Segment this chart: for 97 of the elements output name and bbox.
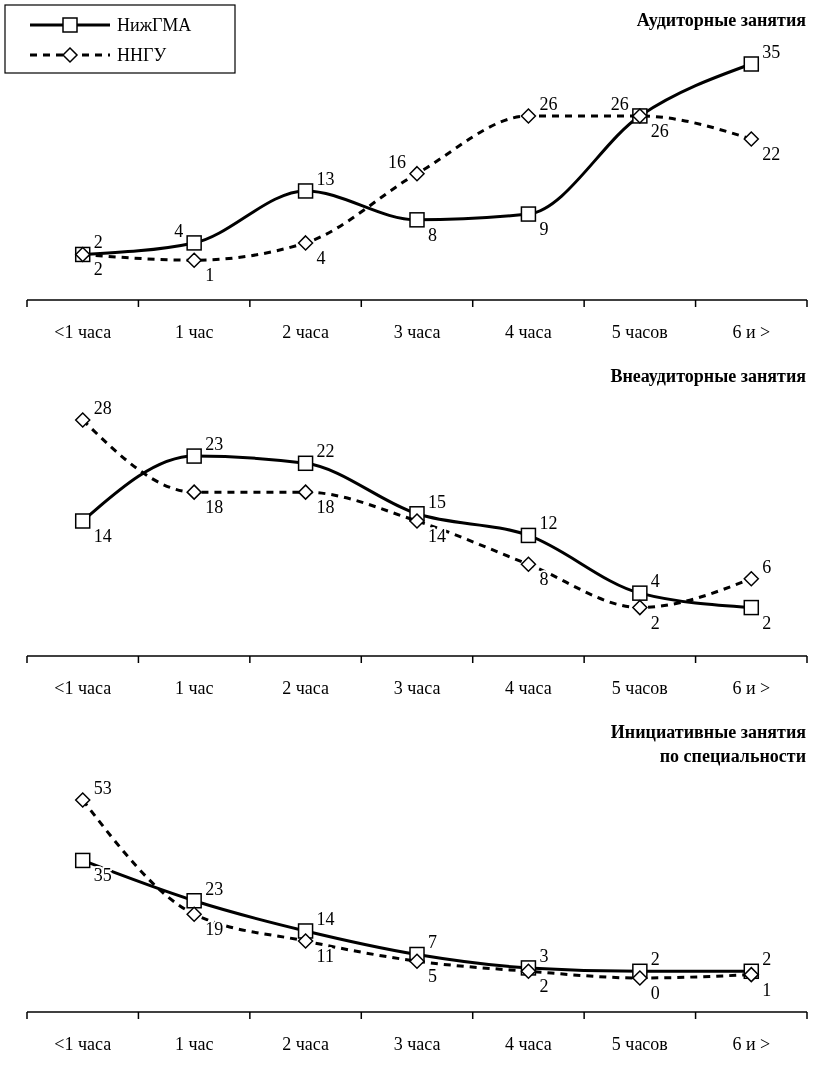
- point: [409, 165, 425, 182]
- point: [186, 906, 202, 922]
- point: [186, 893, 202, 909]
- data-label: 26: [650, 120, 669, 141]
- point: [74, 792, 91, 808]
- data-label: 4: [174, 220, 184, 241]
- x-tick-label: 3 часа: [393, 1034, 441, 1054]
- x-tick-label: 1 час: [174, 678, 214, 698]
- x-tick-label: 6 и >: [732, 1034, 771, 1054]
- data-label: 18: [205, 497, 224, 518]
- x-tick-label: 1 час: [174, 322, 214, 342]
- data-label: 15: [428, 491, 446, 512]
- data-label: 2: [650, 949, 660, 970]
- point: [297, 933, 314, 949]
- x-tick-label: 2 часа: [282, 1034, 329, 1054]
- data-label: 26: [539, 93, 558, 114]
- data-label: 4: [650, 571, 660, 592]
- data-label: 9: [539, 219, 549, 240]
- point: [409, 953, 425, 969]
- data-label: 26: [610, 93, 629, 114]
- data-label: 16: [388, 151, 406, 172]
- data-label: 2: [762, 612, 772, 633]
- legend-label: НижГМА: [117, 15, 192, 35]
- data-label: 1: [762, 979, 772, 1000]
- data-label: 2: [93, 232, 103, 253]
- data-label: 0: [650, 983, 660, 1003]
- data-label: 12: [539, 513, 558, 534]
- x-tick-label: 3 часа: [393, 322, 441, 342]
- point: [74, 412, 91, 428]
- x-tick-label: 4 часа: [505, 1034, 552, 1054]
- data-label: 19: [205, 919, 224, 940]
- x-tick-label: 5 часов: [611, 1034, 668, 1054]
- data-label: 1: [205, 265, 215, 286]
- data-label: 4: [316, 247, 326, 268]
- x-tick-label: 2 часа: [282, 678, 329, 698]
- x-tick-label: 5 часов: [611, 322, 668, 342]
- point: [520, 108, 537, 124]
- point: [409, 212, 425, 228]
- data-label: 3: [539, 945, 549, 966]
- data-label: 22: [762, 144, 781, 165]
- data-label: 28: [93, 398, 112, 418]
- x-tick-label: 5 часов: [611, 678, 668, 698]
- point: [743, 570, 760, 587]
- data-label: 14: [428, 526, 446, 546]
- point: [743, 599, 760, 616]
- data-label: 2: [539, 976, 549, 997]
- chart-title: Аудиторные занятия: [636, 10, 807, 30]
- x-tick-label: <1 часа: [54, 322, 112, 342]
- data-label: 22: [316, 441, 335, 462]
- data-label: 7: [428, 932, 437, 953]
- data-label: 14: [93, 526, 112, 546]
- x-tick-label: 6 и >: [732, 322, 771, 342]
- point: [186, 235, 202, 251]
- data-label: 18: [316, 497, 335, 518]
- point: [632, 585, 648, 601]
- data-label: 2: [762, 949, 772, 970]
- x-tick-label: 1 час: [174, 1034, 214, 1054]
- point: [632, 599, 648, 616]
- point: [297, 235, 314, 251]
- legend-label: ННГУ: [117, 45, 167, 65]
- data-label: 2: [650, 612, 660, 633]
- data-label: 14: [316, 908, 335, 929]
- data-label: 2: [93, 259, 103, 280]
- data-label: 11: [316, 946, 334, 967]
- point: [520, 556, 537, 573]
- x-tick-label: <1 часа: [54, 1034, 112, 1054]
- chart-title: Инициативные занятия по специальности: [610, 722, 807, 766]
- point: [520, 527, 537, 544]
- x-tick-label: 4 часа: [505, 678, 552, 698]
- x-tick-label: 2 часа: [282, 322, 329, 342]
- point: [297, 183, 314, 199]
- point: [743, 131, 760, 147]
- data-label: 35: [93, 865, 112, 886]
- x-tick-label: 4 часа: [505, 322, 552, 342]
- data-label: 53: [93, 778, 112, 798]
- point: [186, 448, 202, 464]
- data-label: 8: [539, 569, 549, 590]
- data-label: 23: [205, 434, 224, 455]
- point: [186, 484, 202, 500]
- x-tick-label: 6 и >: [732, 678, 771, 698]
- point: [520, 206, 537, 222]
- data-label: 6: [762, 556, 772, 577]
- x-tick-label: 3 часа: [393, 678, 441, 698]
- point: [520, 963, 537, 980]
- point: [743, 56, 760, 72]
- point: [632, 970, 648, 986]
- data-label: 13: [316, 168, 335, 189]
- data-label: 23: [205, 878, 224, 899]
- data-label: 5: [428, 966, 437, 987]
- data-label: 35: [762, 42, 781, 62]
- point: [74, 852, 91, 869]
- point: [297, 455, 314, 472]
- x-tick-label: <1 часа: [54, 678, 112, 698]
- chart-title: Внеаудиторные занятия: [610, 366, 807, 386]
- data-label: 8: [428, 224, 437, 245]
- point: [74, 513, 91, 529]
- point: [297, 484, 314, 500]
